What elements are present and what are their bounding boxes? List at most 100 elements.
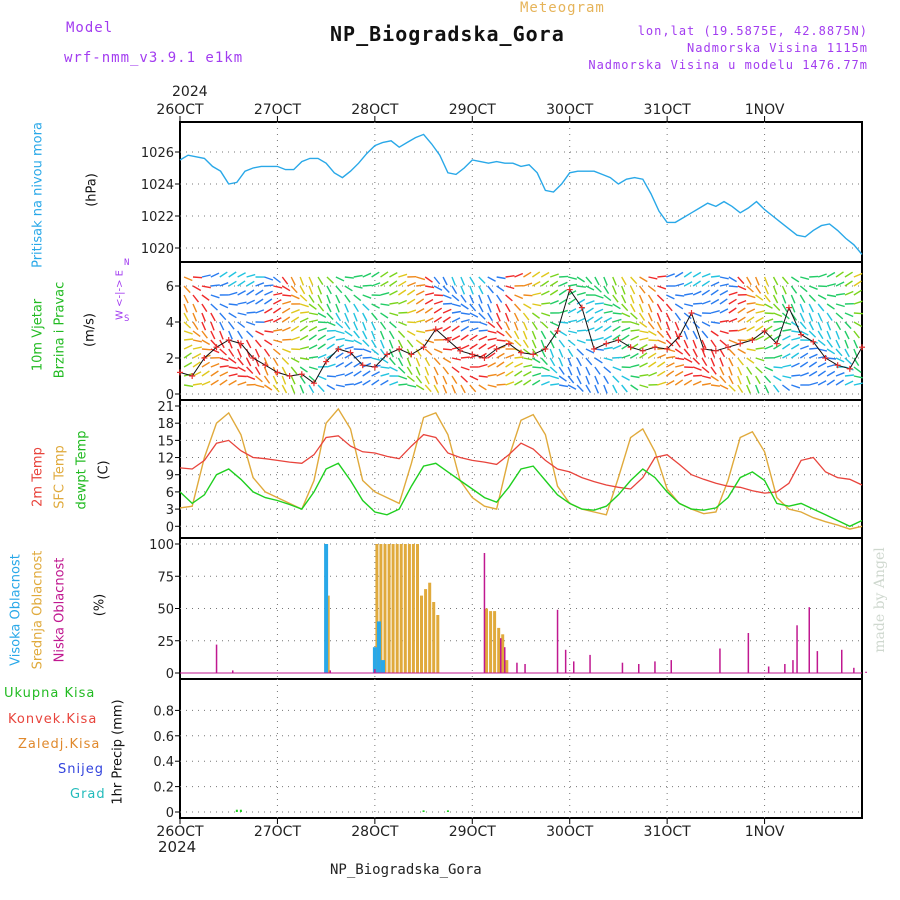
wind-arrow: [255, 298, 264, 305]
wind-arrow: [531, 321, 538, 330]
wind-arrow: [826, 339, 833, 348]
ytick-label-pressure: 1024: [141, 178, 174, 193]
wind-arrow: [201, 294, 210, 301]
wind-arrow: [567, 366, 573, 376]
wind-arrow: [817, 339, 826, 347]
wind-arrow: [683, 281, 693, 287]
precip-bar: [235, 809, 238, 812]
wind-arrow: [692, 330, 698, 340]
wind-arrow: [567, 330, 578, 334]
wind-arrow: [210, 272, 220, 278]
wind-arrow: [237, 290, 246, 296]
wind-arrow: [317, 303, 325, 312]
wind-arrow: [523, 357, 533, 361]
wind-arrow: [567, 319, 578, 323]
wind-arrow: [460, 294, 467, 303]
wind-arrow: [674, 339, 681, 348]
wind-arrow: [326, 321, 336, 327]
wind-arrow: [746, 302, 756, 305]
wind-arrow: [272, 307, 282, 314]
wind-arrow: [442, 316, 451, 323]
wind-arrow: [576, 285, 586, 288]
wind-arrow: [773, 354, 783, 359]
wind-arrow: [505, 330, 513, 339]
wind-arrow: [844, 348, 850, 358]
wind-arrow: [808, 285, 818, 290]
wind-arrow: [594, 357, 603, 364]
wind-arrow: [657, 285, 667, 290]
wind-arrow: [335, 321, 344, 329]
wind-arrow: [487, 384, 497, 388]
wind-arrow: [844, 321, 852, 330]
wind-arrow: [674, 303, 684, 310]
wind-arrow: [362, 294, 372, 299]
wind-arrow: [531, 330, 537, 340]
wind-arrow: [656, 321, 663, 331]
wind-arrow: [603, 294, 612, 302]
wind-arrow: [710, 289, 719, 296]
wind-arrow: [576, 329, 587, 332]
wind-arrow: [362, 348, 372, 353]
wind-arrow: [639, 352, 648, 359]
wind-arrow: [424, 384, 432, 393]
wind-arrow: [675, 294, 685, 297]
wind-arrow: [282, 338, 292, 341]
wind-arrow: [782, 364, 792, 368]
wind-arrow: [648, 285, 657, 292]
wind-arrow: [219, 348, 227, 356]
wind-arrow: [692, 339, 698, 349]
wind-arrow: [371, 303, 380, 309]
wind-arrow: [638, 285, 646, 294]
wind-arrow: [763, 285, 769, 295]
wind-arrow: [505, 381, 515, 386]
cloud-bar: [407, 544, 411, 673]
wind-arrow: [281, 375, 287, 385]
wind-arrow: [549, 321, 559, 327]
year-top: 2024: [172, 84, 208, 100]
wind-arrow: [531, 271, 541, 278]
wind-arrow: [406, 366, 413, 375]
wind-arrow: [594, 285, 602, 293]
wind-arrow: [273, 339, 283, 343]
wind-arrow: [183, 384, 194, 388]
cloud-bar: [383, 544, 387, 673]
wind-arrow: [228, 379, 237, 386]
wind-arrow: [353, 294, 362, 302]
wind-arrow: [647, 294, 654, 303]
precip-conv-label: Konvek.Kisa: [8, 712, 98, 727]
wind-arrow: [183, 361, 193, 368]
wind-arrow: [237, 366, 246, 372]
wind-arrow: [433, 357, 441, 366]
wind-arrow: [630, 321, 640, 326]
wind-arrow: [835, 372, 845, 377]
wind-arrow: [710, 298, 720, 305]
ytick-label-wind_speed: 0: [166, 388, 174, 403]
wind-arrow: [737, 307, 746, 314]
wind-arrow: [201, 312, 206, 322]
wind-arrow: [550, 375, 560, 380]
wind-arrow: [755, 335, 765, 341]
wind-arrow: [201, 303, 208, 312]
wind-arrow: [522, 330, 528, 340]
wind-arrow: [335, 384, 345, 388]
wind-arrow: [728, 298, 737, 305]
wind-arrow: [541, 302, 551, 305]
wind-arrow: [415, 357, 421, 367]
wind-arrow: [273, 317, 282, 323]
wind-arrow: [800, 372, 809, 377]
wind-arrow: [728, 276, 737, 283]
wind-arrow: [246, 311, 256, 314]
wind-arrow: [647, 312, 653, 322]
wind-arrow: [630, 329, 640, 332]
wind-arrow: [272, 276, 281, 284]
wind-arrow: [370, 321, 377, 331]
wind-arrow: [710, 310, 720, 314]
wind-arrow: [746, 348, 756, 352]
wind-arrow: [505, 339, 515, 345]
wind-arrow: [281, 366, 288, 376]
wind-arrow: [719, 298, 728, 305]
wind-arrow: [290, 375, 296, 385]
wind-arrow: [737, 375, 742, 385]
wind-arrow: [335, 361, 345, 368]
wind-arrow: [755, 357, 765, 362]
